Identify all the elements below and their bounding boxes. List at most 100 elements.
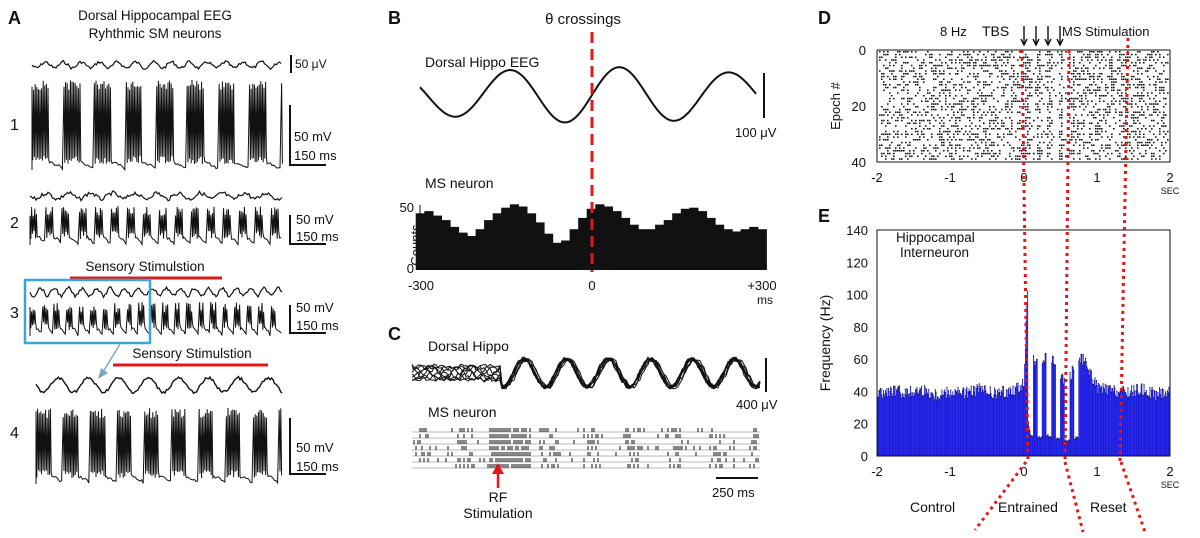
raster-dot [1129, 136, 1131, 138]
frequency-bar-top [1142, 395, 1144, 397]
raster-dot [1111, 75, 1113, 78]
raster-dot [1123, 122, 1125, 124]
raster-dot [955, 95, 957, 97]
frequency-bar [1148, 396, 1150, 456]
frequency-bar [885, 390, 886, 456]
raster-dot [959, 158, 961, 160]
frequency-bar-top [927, 394, 929, 396]
raster-dot [1151, 53, 1153, 56]
raster-dot [907, 133, 909, 135]
raster-dot [1133, 130, 1135, 133]
raster-dot [991, 119, 993, 122]
frequency-bar [1021, 385, 1023, 456]
frequency-bar [970, 386, 972, 456]
raster-dot [1121, 53, 1123, 56]
raster-dot [1123, 106, 1125, 108]
raster-dot [1059, 100, 1061, 102]
raster-dot [1073, 70, 1075, 72]
frequency-bar [992, 399, 993, 456]
frequency-bar-top [919, 387, 921, 389]
raster-dot [1041, 152, 1043, 155]
raster-dot [1119, 155, 1121, 157]
frequency-bar [1057, 439, 1059, 456]
frequency-bar-top [954, 389, 956, 391]
raster-dot [1091, 133, 1093, 135]
histogram-bar [672, 213, 682, 270]
frequency-bar-top [981, 385, 983, 388]
raster-dot [921, 133, 923, 135]
frequency-bar-top [1051, 362, 1053, 364]
raster-dot [1157, 75, 1159, 78]
frequency-bar-top [1071, 365, 1073, 367]
raster-dot [905, 108, 907, 111]
raster-dot [1153, 84, 1155, 86]
frequency-bar-top [1060, 378, 1061, 380]
raster-dot [919, 67, 921, 69]
raster-dot [1093, 150, 1095, 152]
raster-dot [941, 144, 943, 146]
raster-dot [1161, 86, 1163, 89]
raster-dot [1051, 56, 1053, 58]
frequency-bar-top [946, 386, 948, 388]
raster-dot [993, 64, 995, 67]
frequency-bar-top [1052, 356, 1054, 358]
raster-dot [1021, 150, 1023, 152]
raster-dot [905, 141, 907, 144]
raster-dot [1025, 100, 1027, 102]
raster-dot [907, 84, 909, 86]
raster-dot [945, 56, 947, 58]
raster-dot [1141, 108, 1143, 111]
frequency-bar [1070, 380, 1072, 456]
raster-dot [941, 125, 943, 127]
histogram-bar [757, 229, 767, 270]
panel-e-xtick-neg2: -2 [871, 464, 883, 479]
frequency-bar-top [1052, 355, 1053, 357]
raster-dot [989, 106, 991, 108]
raster-dot [1013, 75, 1015, 78]
frequency-bar-top [917, 392, 919, 394]
frequency-bar-top [1042, 361, 1044, 363]
raster-dot [891, 95, 893, 97]
panel-d-xtick-1: 1 [1093, 170, 1100, 185]
panel-b-letter: B [388, 8, 401, 28]
frequency-bar [918, 394, 919, 456]
raster-dot [951, 108, 953, 111]
raster-dot [1111, 84, 1113, 86]
raster-dot [1105, 86, 1107, 89]
raster-dot [901, 70, 903, 72]
frequency-bar-top [1003, 386, 1004, 388]
frequency-bar-top [1084, 361, 1086, 363]
raster-dot [889, 64, 891, 67]
frequency-bar [968, 389, 970, 456]
frequency-bar-top [1049, 436, 1050, 438]
raster-dot [991, 141, 993, 144]
frequency-bar-top [1151, 389, 1152, 391]
raster-dot [1139, 130, 1141, 133]
raster-dot [1027, 133, 1029, 135]
raster-dot [911, 114, 913, 116]
frequency-bar-top [885, 390, 886, 392]
raster-dot [1123, 97, 1125, 100]
raster-dot [897, 130, 899, 133]
raster-dot [929, 152, 931, 155]
raster-dot [951, 51, 953, 53]
raster-dot [1109, 125, 1111, 127]
frequency-bar [884, 396, 886, 456]
expanded-stim-label: Sensory Stimulstion [132, 346, 251, 361]
raster-dot [1097, 130, 1099, 133]
raster-dot [897, 92, 899, 94]
raster-dot [1035, 67, 1037, 69]
raster-dot [1087, 141, 1089, 144]
raster-dot [1031, 139, 1033, 141]
raster-dot [1087, 147, 1089, 149]
raster-dot [985, 100, 987, 102]
raster-dot [1031, 95, 1033, 97]
raster-dot [1117, 150, 1119, 152]
raster-dot [963, 97, 965, 100]
raster-dot [1121, 114, 1123, 116]
frequency-bar-top [1103, 386, 1105, 389]
panel-e-title-line2: Interneuron [900, 245, 969, 260]
raster-dot [959, 147, 961, 149]
raster-dot [969, 139, 971, 141]
raster-dot [1123, 75, 1125, 78]
